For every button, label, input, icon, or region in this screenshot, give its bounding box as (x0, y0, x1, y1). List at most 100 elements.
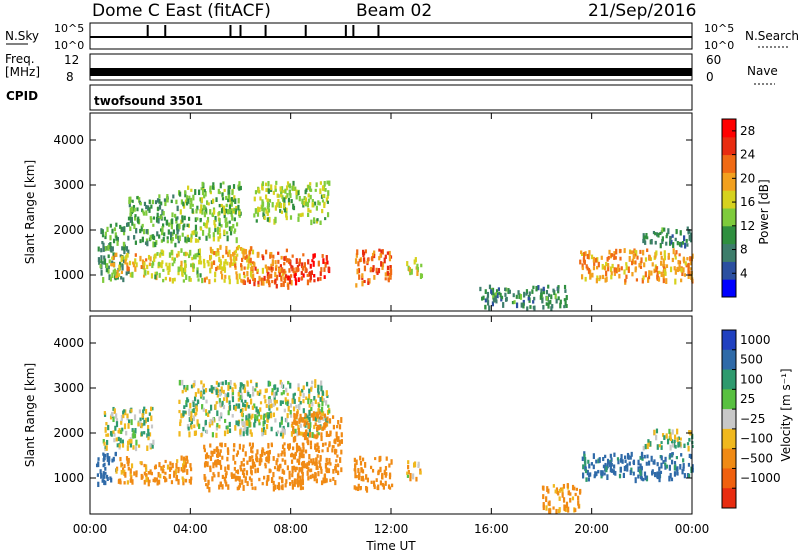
nave-top-tick: 60 (706, 53, 721, 67)
data-cell (302, 447, 305, 453)
data-cell (507, 288, 510, 295)
data-cell (297, 459, 301, 466)
data-cell (634, 267, 637, 273)
data-cell (184, 236, 187, 243)
data-cell (219, 449, 222, 453)
data-cell (207, 412, 210, 418)
data-cell (371, 268, 375, 273)
data-cell (235, 255, 238, 261)
data-cell (218, 203, 221, 208)
data-cell (668, 464, 671, 471)
data-cell (525, 292, 528, 296)
data-cell (316, 426, 319, 432)
data-cell (135, 474, 138, 478)
data-cell (267, 459, 270, 464)
data-cell (199, 217, 202, 222)
data-cell (250, 482, 253, 487)
data-cell (303, 420, 306, 426)
freq-label: Freq. (5, 52, 35, 66)
data-cell (100, 270, 103, 276)
freq-trace (90, 68, 692, 76)
data-cell (300, 276, 304, 280)
data-cell (307, 423, 310, 429)
data-cell (292, 430, 295, 435)
data-cell (647, 460, 651, 466)
data-cell (636, 255, 639, 260)
data-cell (112, 416, 115, 423)
data-cell (361, 457, 365, 462)
data-cell (604, 466, 607, 472)
data-cell (242, 384, 245, 390)
data-cell (258, 419, 261, 423)
data-cell (253, 422, 256, 427)
data-cell (220, 224, 223, 228)
data-cell (613, 251, 616, 255)
data-cell (120, 270, 123, 274)
data-cell (321, 400, 324, 407)
data-cell (286, 392, 289, 396)
data-cell (326, 467, 329, 474)
data-cell (598, 277, 601, 282)
data-cell (319, 415, 322, 420)
data-cell (96, 473, 100, 477)
data-cell (646, 443, 649, 450)
data-cell (565, 294, 568, 301)
colorbar-tick-label: 4 (740, 266, 748, 280)
data-cell (653, 429, 656, 436)
data-cell (613, 267, 616, 273)
data-cell (289, 193, 292, 199)
nave-label: Nave (747, 64, 778, 78)
data-cell (308, 431, 312, 438)
data-cell (640, 453, 644, 459)
data-cell (216, 410, 219, 417)
data-cell (129, 218, 132, 223)
data-cell (202, 407, 205, 412)
data-cell (298, 195, 301, 202)
data-cell (105, 421, 108, 426)
data-cell (301, 262, 304, 269)
data-cell (285, 479, 288, 484)
data-cell (184, 190, 187, 195)
data-cell (659, 231, 662, 236)
data-cell (288, 190, 291, 196)
data-cell (224, 218, 227, 223)
data-cell (337, 420, 340, 425)
data-cell (123, 481, 126, 485)
data-cell (127, 216, 131, 221)
data-cell (314, 383, 317, 388)
data-cell (158, 194, 161, 199)
colorbar-tick-label: 25 (740, 392, 755, 406)
data-cell (609, 453, 612, 458)
data-cell (99, 469, 102, 474)
data-cell (103, 255, 106, 260)
data-cell (218, 391, 222, 397)
data-cell (142, 211, 146, 216)
data-cell (356, 249, 359, 256)
data-cell (171, 212, 174, 218)
data-cell (189, 402, 192, 409)
data-cell (665, 464, 668, 469)
data-cell (125, 271, 128, 276)
data-cell (289, 414, 293, 418)
data-cell (298, 258, 301, 264)
data-cell (200, 187, 203, 191)
data-cell (293, 274, 296, 279)
data-cell (260, 277, 263, 281)
data-cell (232, 209, 235, 214)
data-cell (188, 254, 191, 259)
data-cell (109, 248, 113, 252)
data-cell (160, 249, 164, 253)
data-cell (190, 199, 193, 205)
data-cell (361, 469, 365, 474)
data-cell (150, 273, 154, 279)
data-cell (156, 212, 159, 218)
data-cell (368, 278, 371, 284)
data-cell (213, 448, 216, 454)
colorbar-swatch (722, 279, 736, 298)
data-cell (310, 406, 313, 412)
data-cell (688, 473, 691, 479)
data-cell (195, 412, 198, 416)
data-cell (234, 263, 237, 268)
data-cell (243, 421, 246, 427)
data-cell (662, 460, 665, 464)
